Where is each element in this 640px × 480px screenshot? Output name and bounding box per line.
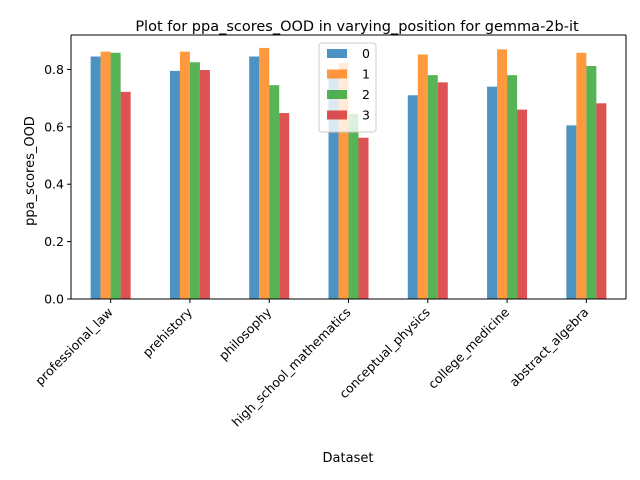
bar-high_school_mathematics-series-1 xyxy=(338,63,349,300)
y-tick-label: 0.0 xyxy=(44,292,64,307)
legend-label: 2 xyxy=(362,87,370,102)
x-axis-label: Dataset xyxy=(323,451,374,466)
bar-professional_law-series-2 xyxy=(110,52,121,299)
legend-swatch xyxy=(327,110,347,120)
chart-title: Plot for ppa_scores_OOD in varying_posit… xyxy=(135,19,579,35)
x-tick-label: prehistory xyxy=(140,304,196,360)
bar-abstract_algebra-series-3 xyxy=(596,103,607,299)
bar-prehistory-series-3 xyxy=(199,70,210,299)
bar-prehistory-series-2 xyxy=(189,62,200,300)
bar-conceptual_physics-series-2 xyxy=(427,75,438,299)
bar-college_medicine-series-3 xyxy=(517,109,528,299)
legend: 0 1 2 3 xyxy=(318,42,377,133)
bar-philosophy-series-2 xyxy=(269,85,280,299)
y-ticks-group: 0.0 0.2 0.4 0.6 0.8 xyxy=(44,62,71,307)
bar-professional_law-series-1 xyxy=(100,51,111,299)
bars-group xyxy=(90,47,607,300)
bar-high_school_mathematics-series-0 xyxy=(328,73,339,299)
x-ticks-group: professional_law prehistory philosophyhigh… xyxy=(32,299,591,430)
bar-professional_law-series-0 xyxy=(90,56,101,299)
x-tick-label: college_medicine xyxy=(425,304,512,391)
legend-label: 0 xyxy=(362,46,370,61)
bar-prehistory-series-1 xyxy=(179,51,190,299)
x-tick-label: abstract_algebra xyxy=(506,305,591,390)
legend-swatch xyxy=(327,90,347,99)
bar-abstract_algebra-series-1 xyxy=(576,52,587,299)
legend-swatch xyxy=(327,69,347,79)
y-axis-label: ppa_scores_OOD xyxy=(23,116,38,226)
y-tick-label: 0.4 xyxy=(44,177,64,192)
bar-conceptual_physics-series-1 xyxy=(417,54,428,299)
bar-conceptual_physics-series-0 xyxy=(407,95,418,300)
y-tick-label: 0.8 xyxy=(44,62,64,77)
legend-label: 3 xyxy=(362,108,370,123)
bar-prehistory-series-0 xyxy=(169,70,180,299)
bar-college_medicine-series-2 xyxy=(507,75,518,299)
legend-label: 1 xyxy=(362,67,370,82)
bar-high_school_mathematics-series-3 xyxy=(358,137,369,299)
y-tick-label: 0.2 xyxy=(44,234,64,249)
bar-abstract_algebra-series-0 xyxy=(566,125,577,300)
x-tick-label: conceptual_physics xyxy=(336,305,433,402)
bar-professional_law-series-3 xyxy=(120,91,131,300)
bar-college_medicine-series-0 xyxy=(487,86,498,299)
legend-frame xyxy=(318,42,377,133)
bar-college_medicine-series-1 xyxy=(497,49,508,299)
bar-philosophy-series-3 xyxy=(279,113,290,299)
x-tick-label: professional_law xyxy=(32,305,116,389)
bar-philosophy-series-1 xyxy=(259,47,270,300)
bar-philosophy-series-0 xyxy=(249,56,260,299)
bar-high_school_mathematics-series-2 xyxy=(348,113,359,299)
y-tick-label: 0.6 xyxy=(44,119,64,134)
legend-swatch xyxy=(327,49,347,58)
bar-conceptual_physics-series-3 xyxy=(437,82,448,299)
x-tick-label: philosophy xyxy=(216,304,275,363)
bar-abstract_algebra-series-2 xyxy=(586,65,597,299)
